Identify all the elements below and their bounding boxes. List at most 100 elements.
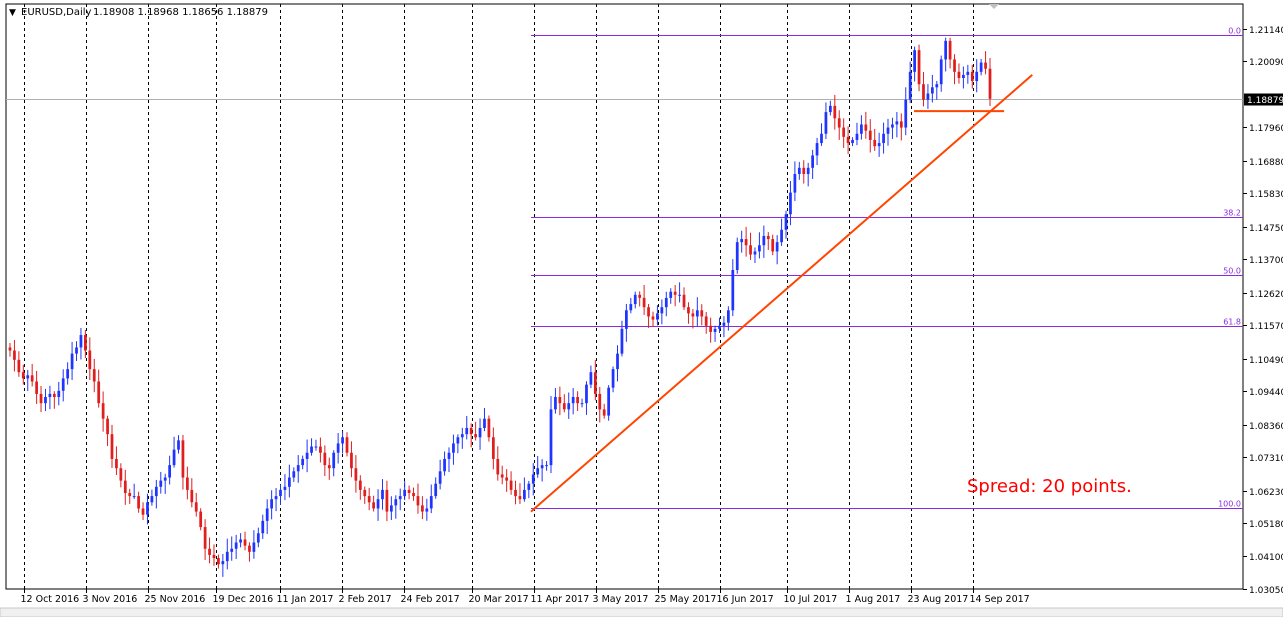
candle-body: [141, 508, 145, 515]
candle-body: [886, 127, 890, 134]
candle-body: [92, 369, 96, 382]
y-tick-label: 1.17960: [1249, 124, 1283, 134]
y-tick-label: 1.03050: [1249, 586, 1283, 596]
y-tick-label: 1.10490: [1249, 356, 1283, 366]
candle-body: [970, 71, 974, 82]
candle-body: [842, 127, 846, 137]
candle-body: [664, 297, 668, 308]
x-tick-label: 14 Sep 2017: [970, 594, 1030, 605]
candle-body: [691, 313, 695, 317]
y-tick-label: 1.09440: [1249, 388, 1283, 398]
y-tick-label: 1.14750: [1249, 224, 1283, 234]
candle-body: [673, 291, 677, 295]
plot-area: [5, 3, 1244, 590]
candle-body: [177, 440, 180, 450]
candle-body: [429, 496, 433, 509]
candle-body: [988, 68, 992, 99]
candle-body: [88, 350, 92, 370]
candle-body: [26, 375, 30, 379]
candle-body: [438, 471, 442, 484]
candle-body: [695, 310, 699, 317]
chart-shift-marker-icon[interactable]: [989, 4, 999, 9]
candle-body: [385, 489, 389, 512]
candle-body: [265, 508, 269, 521]
candle-body: [376, 499, 380, 509]
candle-body: [336, 443, 340, 453]
candle-body: [567, 403, 571, 410]
candle-body: [509, 480, 513, 490]
candle-body: [984, 62, 987, 69]
x-tick-label: 19 Dec 2016: [213, 594, 274, 605]
candle-body: [310, 446, 313, 453]
candle-body: [394, 499, 398, 506]
candle-body: [744, 239, 748, 246]
candle-body: [864, 124, 868, 131]
candle-body: [540, 465, 544, 469]
x-tick-label: 23 Aug 2017: [908, 594, 969, 605]
candle-body: [704, 316, 708, 326]
candle-body: [820, 133, 823, 144]
candle-body: [319, 446, 322, 453]
y-tick-label: 1.21140: [1249, 26, 1283, 36]
y-tick-label: 1.05180: [1249, 520, 1283, 530]
candle-body: [753, 251, 757, 255]
candle-body: [425, 508, 429, 512]
current-price-label: 1.18879: [1247, 96, 1283, 106]
candle-body: [731, 270, 735, 311]
candle-body: [487, 418, 491, 438]
candle-body: [79, 335, 83, 348]
fib-level-label: 100.0: [1218, 500, 1241, 509]
candle-body: [421, 505, 424, 512]
candle-body: [44, 396, 47, 404]
candle-body: [8, 347, 12, 351]
candle-body: [514, 489, 517, 497]
fibonacci-levels: 0.0 38.2 50.0 61.8 100.0: [531, 27, 1243, 509]
candle-body: [248, 545, 251, 552]
candle-body: [287, 477, 291, 487]
price-axis: 1.21140 1.20090 1.17960 1.16880 1.15830 1.147…: [1243, 26, 1283, 596]
candle-body: [199, 511, 203, 528]
candle-body: [212, 554, 216, 559]
candle-body: [137, 496, 140, 509]
candle-body: [243, 539, 247, 546]
candle-body: [651, 316, 655, 320]
candle-body: [496, 458, 500, 475]
candle-body: [616, 353, 619, 370]
candle-body: [389, 505, 393, 512]
candle-body: [518, 496, 522, 500]
candle-body: [412, 492, 415, 497]
spread-annotation: Spread: 20 points.: [967, 476, 1132, 497]
candle-body: [407, 489, 411, 493]
candle-body: [194, 502, 198, 512]
candle-body: [935, 84, 939, 88]
bottom-scrollbar-strip[interactable]: [0, 607, 1283, 618]
candle-body: [780, 229, 783, 243]
candle-body: [279, 489, 282, 497]
candle-body: [381, 489, 384, 500]
candle-body: [48, 393, 52, 397]
candle-body: [239, 539, 242, 543]
candle-body: [908, 71, 912, 100]
candle-body: [358, 480, 362, 490]
candle-body: [576, 396, 579, 404]
candle-body: [824, 112, 828, 134]
x-tick-label: 11 Jan 2017: [277, 594, 334, 605]
candle-body: [877, 143, 881, 147]
candle-body: [527, 483, 531, 490]
candle-body: [975, 71, 979, 82]
candle-body: [758, 245, 761, 252]
candle-body: [154, 486, 158, 497]
candle-body: [797, 167, 801, 175]
candle-body: [190, 489, 194, 503]
x-tick-label: 3 Nov 2016: [83, 594, 138, 605]
candle-body: [341, 437, 344, 444]
collapse-arrow-icon[interactable]: ▼: [9, 8, 16, 18]
x-tick-label: 24 Feb 2017: [401, 594, 460, 605]
candle-body: [460, 434, 464, 438]
candle-body: [882, 133, 885, 144]
candle-body: [252, 542, 256, 552]
candle-body: [372, 502, 375, 509]
candle-body: [52, 393, 56, 397]
candle-body: [283, 486, 287, 490]
candle-body: [221, 561, 225, 565]
